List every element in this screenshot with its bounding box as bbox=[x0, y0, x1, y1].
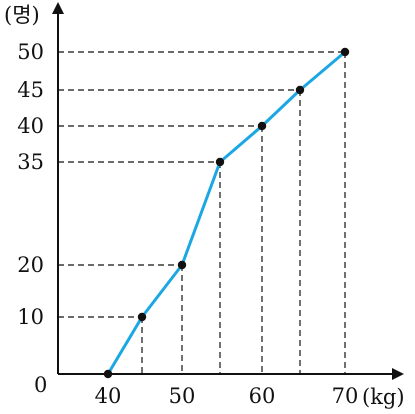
data-point bbox=[340, 47, 350, 57]
guide-lines bbox=[58, 51, 346, 374]
y-axis-arrowhead bbox=[52, 2, 64, 14]
series-line bbox=[106, 50, 347, 376]
x-tick-label: 60 bbox=[249, 384, 276, 408]
series-layer bbox=[103, 47, 350, 379]
data-point bbox=[295, 85, 305, 95]
data-point bbox=[215, 157, 225, 167]
origin-label: 0 bbox=[34, 373, 47, 397]
y-tick-label: 45 bbox=[17, 78, 44, 102]
x-tick-label: 40 bbox=[95, 384, 122, 408]
axes bbox=[52, 2, 404, 380]
y-tick-label: 10 bbox=[17, 305, 44, 329]
y-axis-label: (명) bbox=[4, 3, 40, 27]
x-tick-label: 70 bbox=[332, 384, 359, 408]
x-axis-arrowhead bbox=[392, 368, 404, 380]
y-tick-label: 40 bbox=[17, 114, 44, 138]
y-tick-label: 20 bbox=[17, 253, 44, 277]
x-tick-label: 50 bbox=[169, 384, 196, 408]
x-axis-label: (kg) bbox=[362, 385, 405, 409]
labels-layer: (명) (kg) 0 10 20 35 40 45 50 40 50 60 70 bbox=[4, 3, 405, 409]
y-tick-label: 35 bbox=[17, 150, 44, 174]
data-point bbox=[177, 260, 187, 270]
data-point bbox=[103, 369, 113, 379]
data-point bbox=[257, 121, 267, 131]
data-point bbox=[137, 312, 147, 322]
y-tick-label: 50 bbox=[17, 40, 44, 64]
